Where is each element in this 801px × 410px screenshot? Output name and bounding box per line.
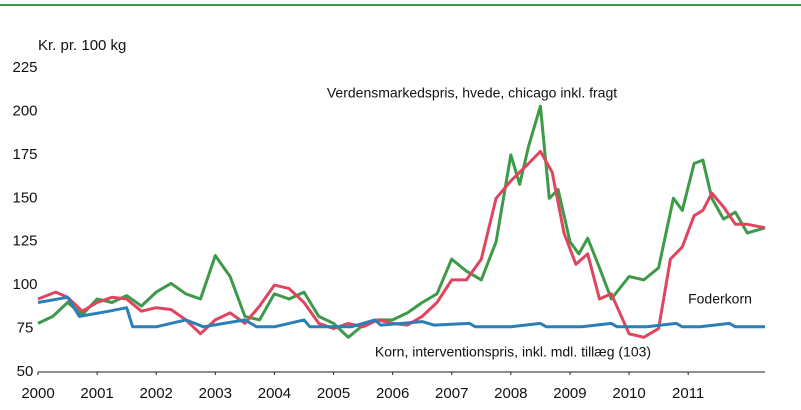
x-tick-label: 2009 (553, 385, 586, 402)
y-tick-label: 200 (12, 102, 37, 119)
x-tick-label: 2000 (21, 385, 54, 402)
y-tick-label: 175 (12, 146, 37, 163)
x-tick-label: 2008 (494, 385, 527, 402)
x-tick-label: 2007 (435, 385, 468, 402)
y-tick-label: 225 (12, 59, 37, 76)
y-tick-label: 150 (12, 189, 37, 206)
series-label: Verdensmarkedspris, hvede, chicago inkl.… (327, 85, 617, 101)
x-tick-label: 2003 (199, 385, 232, 402)
y-tick-label: 50 (17, 363, 34, 380)
y-tick-label: 100 (12, 276, 37, 293)
y-tick-label: 75 (17, 320, 34, 337)
x-tick-label: 2001 (80, 385, 113, 402)
y-axis-label: Kr. pr. 100 kg (38, 37, 126, 54)
x-tick-label: 2006 (376, 385, 409, 402)
x-tick-label: 2011 (672, 385, 704, 402)
x-tick-label: 2005 (317, 385, 350, 402)
series-line (37, 149, 766, 339)
series-line (37, 295, 765, 329)
x-tick-label: 2010 (612, 385, 645, 402)
series-line (37, 104, 766, 339)
x-tick-label: 2004 (258, 385, 291, 402)
series-label: Korn, interventionspris, inkl. mdl. till… (375, 344, 651, 360)
x-tick-label: 2002 (140, 385, 173, 402)
y-tick-label: 125 (12, 233, 37, 250)
series-label: Foderkorn (688, 291, 752, 307)
